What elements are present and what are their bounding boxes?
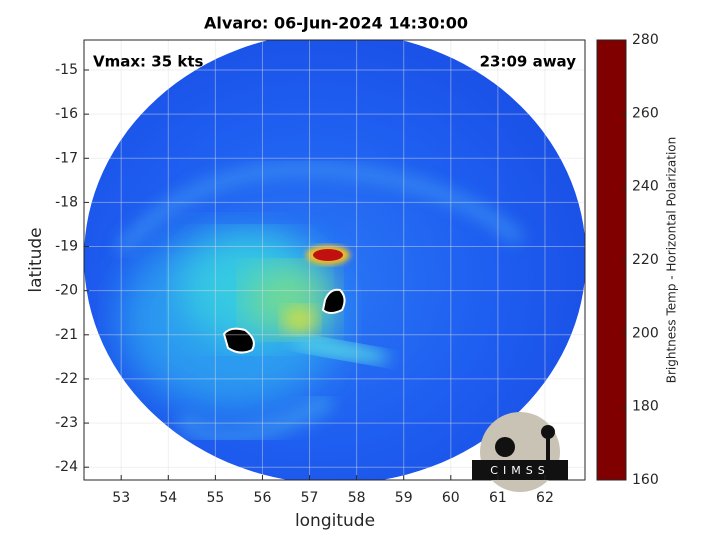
colorbar-tick-label: 200 [632, 325, 659, 341]
y-tick-label: -22 [55, 371, 78, 387]
colorbar-tick-label: 180 [632, 399, 659, 415]
colorbar-tick-label: 280 [632, 32, 659, 48]
satellite-image [84, 40, 585, 480]
plot-frame [83, 39, 586, 481]
contour [321, 288, 346, 314]
y-tick-label: -18 [55, 194, 78, 210]
colorbar [596, 39, 627, 481]
logo: CIMSS [472, 412, 568, 492]
colorbar-tick-label: 220 [632, 252, 659, 268]
annotation: 23:09 away [480, 53, 577, 71]
colorbar-tick-label: 260 [632, 105, 659, 121]
x-tick-label: 53 [112, 490, 130, 506]
y-tick-label: -16 [55, 106, 78, 122]
y-tick-label: -23 [55, 415, 78, 431]
grid [84, 40, 585, 480]
x-tick-label: 59 [395, 490, 413, 506]
y-tick-label: -19 [55, 239, 78, 255]
colorbar-tick-label: 160 [632, 472, 659, 488]
x-tick-label: 60 [442, 490, 460, 506]
x-tick-label: 56 [254, 490, 272, 506]
x-tick-label: 57 [301, 490, 319, 506]
annotation: Vmax: 35 kts [93, 53, 203, 71]
contour [222, 327, 255, 354]
x-tick-label: 61 [489, 490, 507, 506]
logo-text: CIMSS [490, 464, 549, 477]
y-tick-label: -15 [55, 62, 78, 78]
x-tick-label: 54 [159, 490, 177, 506]
y-axis-label: latitude [26, 227, 46, 292]
y-tick-label: -20 [55, 283, 78, 299]
chart-title: Alvaro: 06-Jun-2024 14:30:00 [204, 14, 468, 33]
x-tick-label: 58 [348, 490, 366, 506]
colorbar-label: Brightness Temp - Horizontal Polarizatio… [665, 137, 679, 384]
colorbar-tick-label: 240 [632, 179, 659, 195]
y-tick-label: -17 [55, 150, 78, 166]
y-tick-label: -24 [55, 459, 78, 475]
y-tick-label: -21 [55, 327, 78, 343]
x-tick-label: 62 [536, 490, 554, 506]
x-axis-label: longitude [295, 511, 375, 531]
x-tick-label: 55 [206, 490, 224, 506]
